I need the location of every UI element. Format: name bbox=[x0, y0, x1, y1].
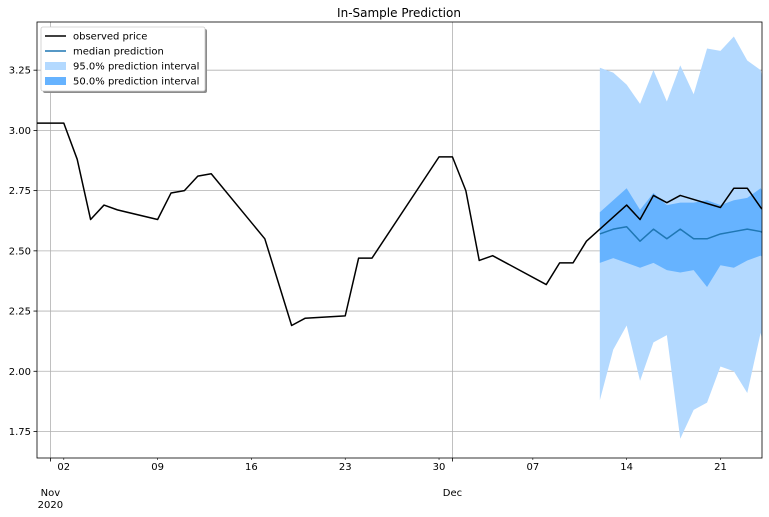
x-major-tick-label: Dec bbox=[443, 488, 462, 499]
band-50-percent bbox=[599, 188, 762, 287]
legend: observed price median prediction 95.0% pre… bbox=[40, 26, 207, 93]
legend-box bbox=[40, 26, 206, 92]
x-minor-tick-label: 02 bbox=[57, 462, 70, 473]
y-tick-label: 2.75 bbox=[9, 186, 31, 197]
x-minor-tick-label: 30 bbox=[433, 462, 446, 473]
y-tick-label: 3.25 bbox=[9, 66, 31, 77]
median-prediction-line bbox=[599, 226, 762, 242]
legend-label: observed price bbox=[73, 32, 147, 43]
x-minor-tick-label: 07 bbox=[526, 462, 539, 473]
plot-frame bbox=[36, 21, 763, 459]
x-minor-tick-label: 09 bbox=[151, 462, 164, 473]
legend-label: 95.0% prediction interval bbox=[73, 62, 199, 73]
chart-title: In-Sample Prediction bbox=[337, 6, 461, 20]
y-tick-label: 3.00 bbox=[9, 126, 31, 137]
legend-label: median prediction bbox=[73, 47, 164, 58]
legend-label: 50.0% prediction interval bbox=[73, 77, 199, 88]
observed-price-line bbox=[37, 122, 762, 327]
y-tick-label: 1.75 bbox=[9, 427, 31, 438]
x-minor-tick-label: 23 bbox=[339, 462, 352, 473]
y-tick-label: 2.25 bbox=[9, 307, 31, 318]
x-minor-tick-label: 21 bbox=[714, 462, 727, 473]
prediction-bands bbox=[599, 36, 762, 439]
x-minor-tick-label: 16 bbox=[245, 462, 258, 473]
legend-patch-swatch bbox=[45, 62, 66, 70]
series-lines bbox=[37, 122, 762, 327]
y-tick-label: 2.50 bbox=[9, 246, 31, 257]
x-minor-tick-label: 14 bbox=[620, 462, 633, 473]
y-tick-label: 2.00 bbox=[9, 367, 31, 378]
x-major-tick-label: Nov bbox=[41, 488, 61, 499]
x-major-tick-label: 2020 bbox=[38, 500, 63, 511]
legend-patch-swatch bbox=[45, 77, 66, 85]
